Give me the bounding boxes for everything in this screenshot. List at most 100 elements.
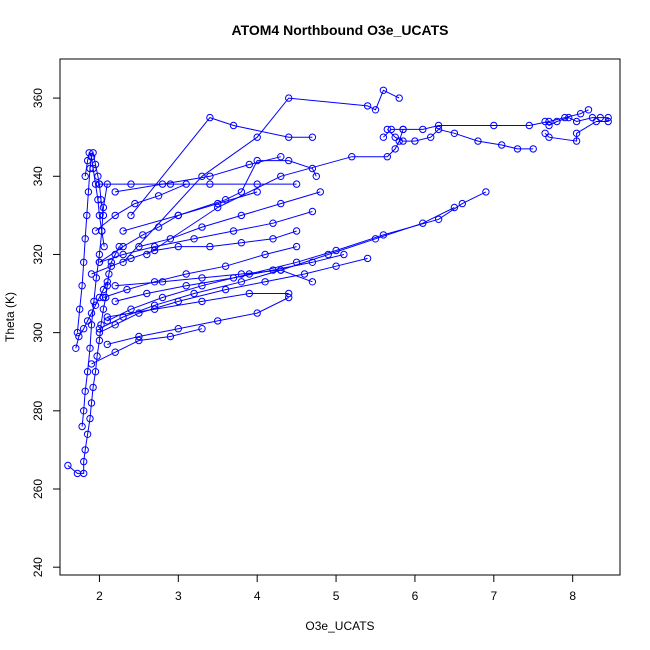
data-point: [127, 254, 135, 263]
data-point: [80, 258, 88, 266]
flight-leg-series: [99, 242, 301, 302]
series-line: [544, 117, 609, 142]
data-point: [95, 258, 104, 266]
data-point: [419, 219, 427, 227]
data-point: [87, 153, 96, 161]
data-point: [198, 223, 206, 231]
data-point: [214, 199, 222, 208]
data-point: [105, 270, 113, 278]
flight-leg-series: [72, 278, 112, 352]
y-axis: 240 260 280 300 320 340 360: [31, 88, 60, 577]
flight-leg-series: [541, 113, 612, 145]
data-point: [253, 188, 261, 196]
data-point: [91, 180, 100, 188]
data-point: [411, 137, 419, 145]
series-line: [99, 191, 258, 263]
data-point: [100, 242, 108, 251]
data-point: [91, 368, 100, 376]
data-point: [221, 262, 230, 270]
data-point: [81, 387, 89, 395]
data-point: [182, 270, 190, 278]
data-point: [190, 235, 198, 243]
data-point: [427, 133, 435, 141]
data-point: [84, 188, 93, 196]
data-point: [399, 137, 407, 145]
data-point: [80, 407, 88, 415]
flight-leg-series: [95, 254, 372, 337]
data-point: [545, 117, 553, 126]
data-point: [525, 121, 533, 130]
data-point: [572, 137, 581, 145]
data-point: [83, 211, 91, 220]
series-line: [138, 191, 321, 248]
data-point: [92, 274, 101, 282]
data-point: [198, 274, 206, 282]
flight-leg-series: [103, 188, 490, 325]
data-point: [391, 133, 399, 141]
series-line: [383, 109, 589, 138]
data-point: [545, 133, 553, 141]
data-point: [87, 309, 96, 317]
data-point: [83, 156, 92, 165]
data-point: [95, 293, 104, 302]
data-point: [80, 325, 88, 333]
data-point: [111, 348, 119, 356]
data-point: [83, 317, 92, 325]
data-point: [64, 461, 72, 470]
data-point: [198, 172, 206, 181]
data-point: [269, 219, 277, 227]
data-point: [498, 141, 506, 149]
series-line: [115, 269, 313, 287]
data-point: [261, 250, 269, 259]
data-point: [253, 156, 261, 165]
data-point: [229, 227, 238, 235]
data-point: [99, 305, 108, 313]
data-point: [348, 153, 356, 161]
data-point: [596, 113, 604, 122]
data-point: [72, 344, 80, 352]
flight-leg-series: [81, 149, 108, 251]
data-layer: [64, 86, 612, 478]
data-point: [450, 203, 459, 212]
data-point: [434, 121, 443, 130]
data-point: [95, 180, 104, 188]
data-point: [237, 270, 246, 278]
data-point: [135, 309, 143, 317]
data-point: [541, 117, 549, 126]
data-point: [434, 215, 443, 224]
data-point: [150, 246, 159, 255]
data-point: [474, 137, 482, 145]
data-point: [253, 309, 261, 317]
data-point: [166, 180, 175, 188]
data-point: [379, 86, 388, 95]
flight-leg-series: [103, 289, 293, 321]
data-point: [316, 188, 324, 196]
data-point: [206, 172, 214, 181]
data-point: [111, 282, 119, 290]
data-point: [277, 199, 285, 208]
data-point: [340, 250, 348, 259]
series-line: [99, 257, 368, 334]
data-point: [119, 227, 127, 235]
data-point: [308, 133, 317, 141]
x-axis: 2 3 4 5 6 7 8: [96, 575, 576, 603]
data-point: [86, 414, 94, 423]
data-point: [135, 336, 143, 345]
data-point: [107, 258, 116, 266]
data-point: [103, 278, 112, 286]
data-point: [391, 145, 399, 153]
data-point: [604, 117, 612, 126]
data-point: [78, 282, 86, 290]
data-point: [150, 301, 159, 309]
data-point: [363, 102, 372, 110]
data-point: [91, 301, 100, 309]
data-point: [150, 305, 159, 313]
series-line: [99, 207, 455, 330]
data-point: [604, 113, 612, 122]
data-point: [383, 153, 391, 161]
data-point: [277, 153, 285, 161]
data-point: [174, 242, 183, 251]
data-point: [285, 293, 293, 302]
series-line: [103, 246, 297, 298]
